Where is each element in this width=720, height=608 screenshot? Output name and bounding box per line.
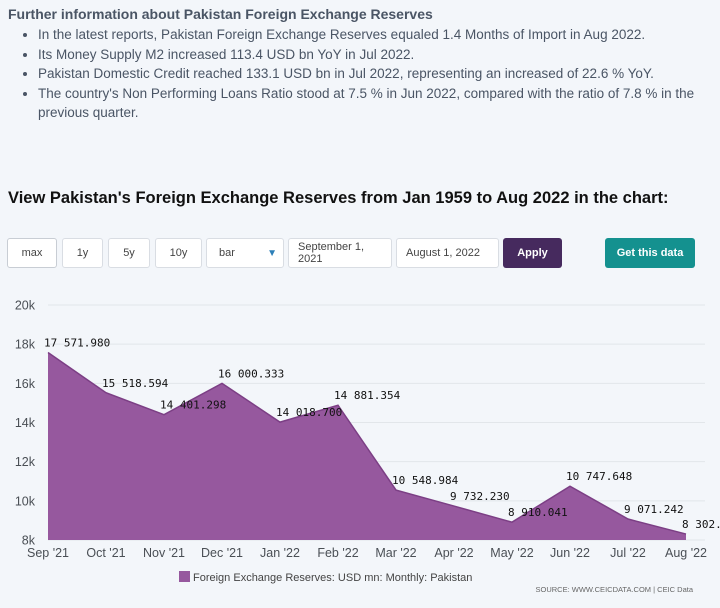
x-tick-label: Jun '22 bbox=[550, 546, 590, 560]
data-label: 16 000.333 bbox=[218, 367, 284, 380]
chart-type-select[interactable]: bar ▼ bbox=[206, 238, 284, 268]
get-data-button[interactable]: Get this data bbox=[605, 238, 695, 268]
legend-swatch bbox=[179, 571, 190, 582]
x-tick-label: Aug '22 bbox=[665, 546, 707, 560]
x-tick-label: Oct '21 bbox=[86, 546, 125, 560]
y-tick-label: 10k bbox=[15, 494, 36, 508]
data-label: 14 401.298 bbox=[160, 399, 226, 412]
x-tick-label: Nov '21 bbox=[143, 546, 185, 560]
x-tick-label: Jan '22 bbox=[260, 546, 300, 560]
data-label: 8 910.041 bbox=[508, 506, 568, 519]
range-10y-button[interactable]: 10y bbox=[155, 238, 202, 268]
info-list: In the latest reports, Pakistan Foreign … bbox=[8, 25, 713, 123]
range-1y-button[interactable]: 1y bbox=[62, 238, 103, 268]
data-label: 8 302.619 bbox=[682, 518, 720, 531]
y-tick-label: 20k bbox=[15, 299, 36, 313]
x-axis: Sep '21 Oct '21 Nov '21 Dec '21 Jan '22 Feb '… bbox=[27, 546, 707, 560]
y-axis: 20k 18k 16k 14k 12k 10k 8k bbox=[15, 299, 36, 548]
reserves-chart: 20k 18k 16k 14k 12k 10k 8k Sep '21 Oct '21 Nov '… bbox=[15, 299, 720, 595]
range-5y-button[interactable]: 5y bbox=[108, 238, 150, 268]
info-bullet: The country's Non Performing Loans Ratio… bbox=[38, 84, 713, 123]
y-tick-label: 12k bbox=[15, 455, 36, 469]
chart-type-value: bar bbox=[219, 247, 235, 259]
y-tick-label: 8k bbox=[22, 534, 36, 548]
data-label: 9 732.230 bbox=[450, 490, 510, 503]
series-line bbox=[47, 351, 687, 535]
chart-heading: View Pakistan's Foreign Exchange Reserve… bbox=[8, 189, 669, 207]
info-bullet: Pakistan Domestic Credit reached 133.1 U… bbox=[38, 64, 713, 84]
legend-label: Foreign Exchange Reserves: USD mn: Month… bbox=[193, 572, 472, 584]
info-bullet: In the latest reports, Pakistan Foreign … bbox=[38, 25, 713, 45]
x-tick-label: Apr '22 bbox=[434, 546, 473, 560]
info-bullet: Its Money Supply M2 increased 113.4 USD … bbox=[38, 45, 713, 65]
data-label: 9 071.242 bbox=[624, 503, 684, 516]
info-title: Further information about Pakistan Forei… bbox=[8, 6, 433, 22]
x-tick-label: Feb '22 bbox=[317, 546, 358, 560]
x-tick-label: Sep '21 bbox=[27, 546, 69, 560]
y-tick-label: 14k bbox=[15, 416, 36, 430]
apply-button[interactable]: Apply bbox=[503, 238, 562, 268]
data-label: 14 881.354 bbox=[334, 389, 401, 402]
x-tick-label: Jul '22 bbox=[610, 546, 646, 560]
x-tick-label: May '22 bbox=[490, 546, 533, 560]
chart-controls: max 1y 5y 10y bar ▼ September 1, 2021 Au… bbox=[0, 238, 720, 270]
x-tick-label: Dec '21 bbox=[201, 546, 243, 560]
info-section: Further information about Pakistan Forei… bbox=[8, 6, 713, 123]
chevron-down-icon: ▼ bbox=[267, 247, 277, 259]
data-label: 14 018.700 bbox=[276, 406, 342, 419]
y-tick-label: 16k bbox=[15, 377, 36, 391]
end-date-input[interactable]: August 1, 2022 bbox=[396, 238, 499, 268]
range-max-button[interactable]: max bbox=[7, 238, 57, 268]
data-label: 15 518.594 bbox=[102, 377, 169, 390]
data-label: 10 548.984 bbox=[392, 474, 459, 487]
x-tick-label: Mar '22 bbox=[375, 546, 416, 560]
data-label: 17 571.980 bbox=[44, 337, 110, 350]
start-date-input[interactable]: September 1, 2021 bbox=[288, 238, 392, 268]
source-note: SOURCE: WWW.CEICDATA.COM | CEIC Data bbox=[535, 585, 693, 594]
series-area bbox=[48, 352, 686, 540]
y-tick-label: 18k bbox=[15, 338, 36, 352]
legend[interactable]: Foreign Exchange Reserves: USD mn: Month… bbox=[179, 571, 472, 584]
data-label: 10 747.648 bbox=[566, 470, 632, 483]
data-labels: 17 571.980 15 518.594 14 401.298 16 000.333… bbox=[44, 337, 720, 532]
